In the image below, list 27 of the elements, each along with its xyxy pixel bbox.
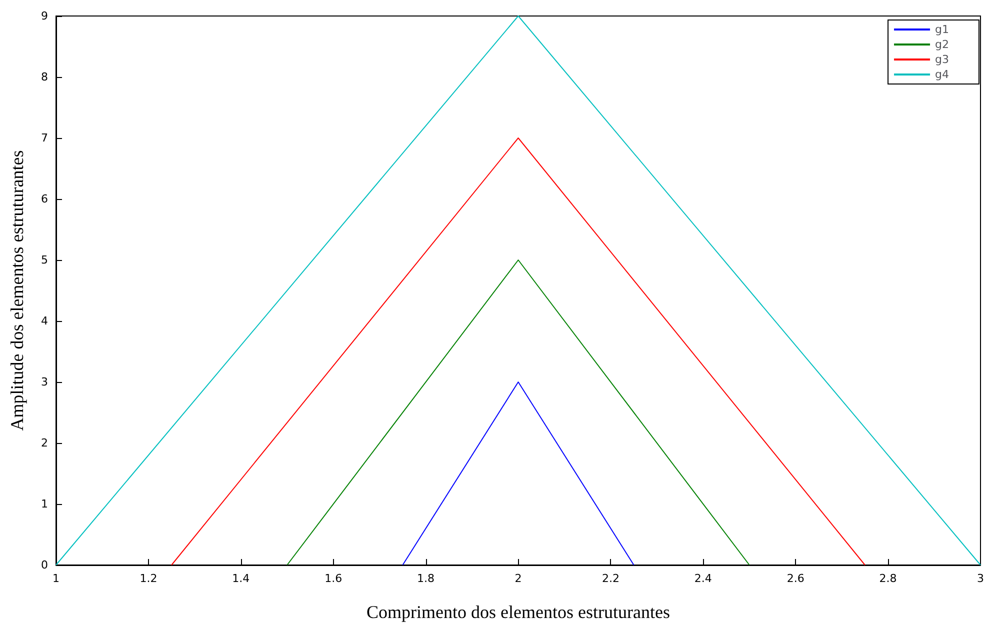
x-tick-label: 1: [52, 572, 60, 585]
x-tick-label: 2.4: [694, 572, 712, 585]
x-tick-label: 2.8: [879, 572, 897, 585]
y-tick-label: 8: [41, 70, 48, 84]
x-tick-label: 1.6: [324, 572, 342, 585]
x-tick-label: 2.6: [786, 572, 804, 585]
legend-label: g1: [935, 23, 950, 36]
x-tick-label: 2: [514, 572, 522, 585]
y-tick-label: 1: [41, 498, 48, 510]
legend-label: g3: [935, 53, 950, 66]
y-axis-title: Amplitude dos elementos estruturantes: [7, 150, 27, 431]
y-tick-label: 0: [41, 558, 48, 572]
x-tick-label: 1.4: [232, 572, 250, 585]
y-tick-label: 2: [41, 436, 48, 450]
x-axis-title: Comprimento dos elementos estruturantes: [366, 602, 670, 622]
legend-label: g4: [935, 68, 950, 81]
y-tick-label: 3: [41, 376, 48, 388]
x-tick-label: 2.2: [602, 572, 620, 585]
y-tick-label: 9: [41, 10, 48, 22]
x-tick-label: 3: [977, 572, 984, 585]
y-tick-label: 7: [41, 132, 48, 144]
x-tick-label: 1.8: [417, 572, 435, 585]
x-tick-label: 1.2: [140, 572, 158, 585]
y-tick-label: 6: [41, 192, 48, 206]
y-tick-label: 4: [41, 314, 48, 328]
legend-label: g2: [935, 38, 950, 51]
y-tick-label: 5: [41, 254, 48, 266]
